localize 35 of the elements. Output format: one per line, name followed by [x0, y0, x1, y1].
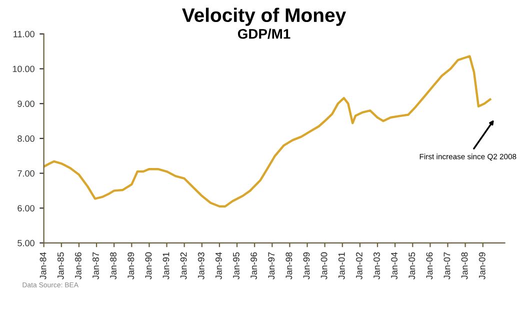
- y-tick-label: 11.00: [14, 30, 34, 38]
- x-tick-label: Jan-02: [356, 252, 362, 280]
- x-tick-label: Jan-86: [75, 252, 82, 280]
- x-tick-label: Jan-07: [444, 252, 450, 280]
- chart-subtitle: GDP/M1: [238, 28, 290, 39]
- x-tick-label: Jan-97: [268, 252, 275, 280]
- x-tick-label: Jan-99: [303, 252, 310, 280]
- x-tick-label: Jan-98: [286, 252, 292, 280]
- x-tick-label: Jan-03: [374, 252, 380, 280]
- x-tick-label: Jan-01: [338, 252, 345, 280]
- x-tick-label: Jan-94: [215, 252, 222, 280]
- x-tick-label: Jan-91: [162, 252, 170, 280]
- y-tick-label: 6.00: [18, 205, 34, 212]
- y-tick-label: 9.00: [18, 100, 34, 107]
- x-tick-label: Jan-96: [250, 252, 257, 280]
- x-tick-label: Jan-87: [92, 252, 99, 280]
- x-tick-label: Jan-06: [426, 252, 433, 280]
- y-tick-label: 8.00: [18, 135, 34, 142]
- chart-title: Velocity of Money: [182, 8, 346, 26]
- x-tick-label: Jan-05: [408, 252, 416, 280]
- x-tick-label: Jan-85: [57, 252, 64, 280]
- x-tick-label: Jan-88: [110, 252, 116, 280]
- x-tick-label: Jan-00: [320, 252, 328, 280]
- x-tick-label: Jan-95: [233, 252, 240, 280]
- x-tick-label: Jan-90: [145, 252, 152, 280]
- x-tick-label: Jan-08: [461, 252, 468, 280]
- y-tick-label: 7.00: [18, 170, 34, 177]
- x-tick-label: Jan-93: [198, 252, 204, 280]
- x-tick-label: Jan-92: [180, 252, 187, 280]
- x-tick-label: Jan-84: [40, 252, 46, 280]
- x-tick-label: Jan-09: [478, 252, 486, 280]
- y-tick-label: 10.00: [12, 66, 34, 72]
- x-tick-label: Jan-04: [391, 252, 398, 280]
- x-tick-label: Jan-89: [128, 252, 134, 280]
- y-tick-label: 5.00: [18, 240, 34, 246]
